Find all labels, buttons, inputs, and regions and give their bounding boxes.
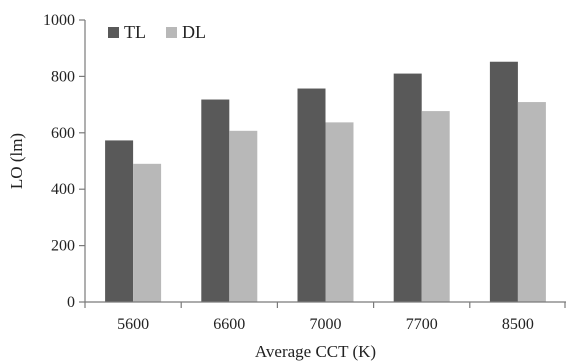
y-tick-label: 1000 — [43, 12, 75, 29]
x-tick-label: 7000 — [310, 316, 342, 333]
x-tick-label: 7700 — [406, 316, 438, 333]
y-tick-label: 800 — [51, 68, 75, 85]
y-tick-label: 600 — [51, 125, 75, 142]
legend-label-tl: TL — [124, 22, 146, 42]
bar-dl-7700 — [421, 111, 450, 302]
y-tick-label: 400 — [51, 181, 75, 198]
bar-tl-7700 — [393, 73, 422, 302]
x-axis-ticks: 5600 6600 7000 7700 8500 — [84, 302, 566, 333]
y-axis-title: LO (lm) — [7, 133, 26, 189]
x-axis-title: Average CCT (K) — [255, 342, 376, 361]
legend-swatch-tl — [108, 27, 119, 38]
legend-label-dl: DL — [182, 22, 206, 42]
x-tick-label: 6600 — [213, 316, 245, 333]
bar-tl-6600 — [201, 99, 230, 302]
bar-dl-7000 — [325, 122, 354, 302]
legend-swatch-dl — [166, 27, 177, 38]
bar-dl-8500 — [517, 102, 546, 302]
y-tick-label: 200 — [51, 238, 75, 255]
x-tick-label: 8500 — [502, 316, 534, 333]
y-tick-label: 0 — [67, 294, 75, 311]
bar-tl-8500 — [489, 61, 518, 303]
bars — [105, 61, 546, 303]
bar-tl-5600 — [105, 140, 134, 302]
bar-dl-5600 — [133, 163, 162, 302]
y-axis-ticks: 0 200 400 600 800 1000 — [43, 12, 85, 311]
bar-tl-7000 — [297, 88, 326, 302]
bar-dl-6600 — [229, 130, 258, 302]
legend: TL DL — [108, 22, 206, 42]
x-tick-label: 5600 — [117, 316, 149, 333]
